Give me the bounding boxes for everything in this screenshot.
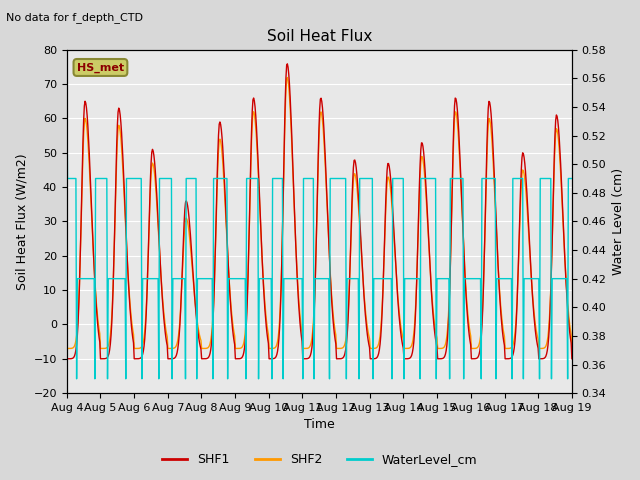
Title: Soil Heat Flux: Soil Heat Flux [267,29,372,44]
Legend: SHF1, SHF2, WaterLevel_cm: SHF1, SHF2, WaterLevel_cm [157,448,483,471]
Y-axis label: Water Level (cm): Water Level (cm) [612,168,625,275]
Y-axis label: Soil Heat Flux (W/m2): Soil Heat Flux (W/m2) [15,153,28,290]
Text: No data for f_depth_CTD: No data for f_depth_CTD [6,12,143,23]
Text: HS_met: HS_met [77,62,124,72]
X-axis label: Time: Time [304,419,335,432]
